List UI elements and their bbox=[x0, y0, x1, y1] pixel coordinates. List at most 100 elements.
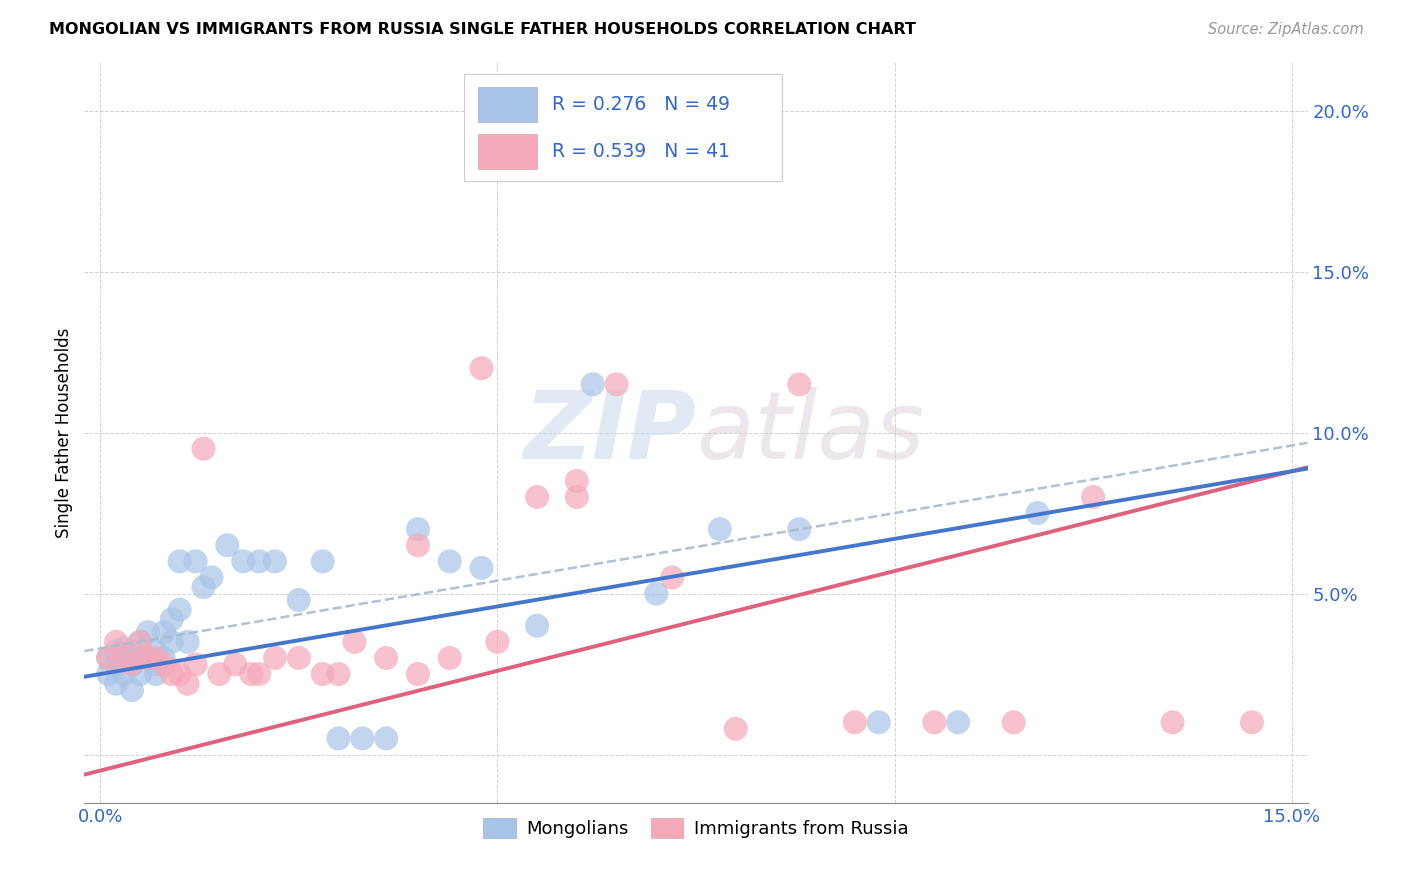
Point bbox=[787, 377, 810, 392]
Text: atlas: atlas bbox=[696, 387, 924, 478]
Point bbox=[645, 586, 668, 600]
Point bbox=[184, 657, 207, 672]
Point bbox=[208, 667, 231, 681]
Point bbox=[288, 593, 311, 607]
Point bbox=[217, 538, 239, 552]
Point bbox=[105, 644, 128, 658]
Point bbox=[922, 715, 945, 730]
Point bbox=[439, 554, 461, 568]
Point bbox=[112, 641, 135, 656]
Point bbox=[224, 657, 246, 672]
Point bbox=[724, 722, 747, 736]
Point bbox=[328, 731, 350, 746]
Point bbox=[264, 651, 287, 665]
FancyBboxPatch shape bbox=[464, 73, 782, 181]
Point bbox=[352, 731, 374, 746]
Point bbox=[565, 474, 588, 488]
Point bbox=[1240, 715, 1263, 730]
Point bbox=[193, 580, 215, 594]
Point bbox=[160, 667, 183, 681]
Point bbox=[152, 651, 174, 665]
Point bbox=[844, 715, 866, 730]
Point bbox=[247, 554, 270, 568]
Point bbox=[311, 554, 333, 568]
Point bbox=[176, 676, 198, 690]
Point bbox=[343, 635, 366, 649]
Point bbox=[288, 651, 311, 665]
Point bbox=[565, 490, 588, 504]
Point bbox=[136, 625, 159, 640]
Text: R = 0.276   N = 49: R = 0.276 N = 49 bbox=[551, 95, 730, 114]
Point bbox=[169, 602, 191, 616]
Point bbox=[160, 635, 183, 649]
Point bbox=[1002, 715, 1025, 730]
Point bbox=[661, 570, 683, 584]
Point bbox=[136, 651, 159, 665]
Point bbox=[121, 657, 143, 672]
Text: ZIP: ZIP bbox=[523, 386, 696, 479]
Point bbox=[787, 522, 810, 536]
Point bbox=[169, 667, 191, 681]
Point bbox=[145, 657, 167, 672]
Point bbox=[121, 644, 143, 658]
Point bbox=[129, 635, 152, 649]
Point bbox=[375, 651, 398, 665]
Point bbox=[200, 570, 222, 584]
Point bbox=[145, 651, 167, 665]
Point bbox=[145, 667, 167, 681]
Point bbox=[1026, 506, 1049, 520]
Point bbox=[406, 522, 429, 536]
Point bbox=[121, 657, 143, 672]
Point bbox=[112, 651, 135, 665]
Point bbox=[152, 625, 174, 640]
FancyBboxPatch shape bbox=[478, 134, 537, 169]
Point bbox=[868, 715, 890, 730]
Point bbox=[406, 538, 429, 552]
Point bbox=[97, 667, 120, 681]
Point bbox=[526, 490, 548, 504]
Point bbox=[582, 377, 605, 392]
Point bbox=[406, 667, 429, 681]
Point bbox=[264, 554, 287, 568]
Point bbox=[240, 667, 263, 681]
Point bbox=[1081, 490, 1104, 504]
Y-axis label: Single Father Households: Single Father Households bbox=[55, 327, 73, 538]
Point bbox=[193, 442, 215, 456]
Point bbox=[136, 651, 159, 665]
Point bbox=[112, 667, 135, 681]
Point bbox=[526, 619, 548, 633]
Point bbox=[105, 676, 128, 690]
Point bbox=[97, 651, 120, 665]
Point bbox=[176, 635, 198, 649]
FancyBboxPatch shape bbox=[478, 87, 537, 122]
Point bbox=[946, 715, 969, 730]
Point bbox=[145, 644, 167, 658]
Point bbox=[470, 361, 492, 376]
Point bbox=[105, 657, 128, 672]
Point bbox=[129, 635, 152, 649]
Point bbox=[606, 377, 628, 392]
Point bbox=[375, 731, 398, 746]
Point bbox=[152, 657, 174, 672]
Text: Source: ZipAtlas.com: Source: ZipAtlas.com bbox=[1208, 22, 1364, 37]
Point bbox=[129, 651, 152, 665]
Point bbox=[709, 522, 731, 536]
Point bbox=[311, 667, 333, 681]
Point bbox=[486, 635, 509, 649]
Point bbox=[105, 635, 128, 649]
Point bbox=[184, 554, 207, 568]
Point bbox=[112, 651, 135, 665]
Point bbox=[1161, 715, 1184, 730]
Point bbox=[247, 667, 270, 681]
Text: R = 0.539   N = 41: R = 0.539 N = 41 bbox=[551, 142, 730, 161]
Point bbox=[232, 554, 254, 568]
Point bbox=[160, 612, 183, 626]
Text: MONGOLIAN VS IMMIGRANTS FROM RUSSIA SINGLE FATHER HOUSEHOLDS CORRELATION CHART: MONGOLIAN VS IMMIGRANTS FROM RUSSIA SING… bbox=[49, 22, 917, 37]
Point bbox=[129, 667, 152, 681]
Point bbox=[470, 561, 492, 575]
Point bbox=[169, 554, 191, 568]
Legend: Mongolians, Immigrants from Russia: Mongolians, Immigrants from Russia bbox=[477, 811, 915, 846]
Point bbox=[121, 683, 143, 698]
Point bbox=[97, 651, 120, 665]
Point bbox=[328, 667, 350, 681]
